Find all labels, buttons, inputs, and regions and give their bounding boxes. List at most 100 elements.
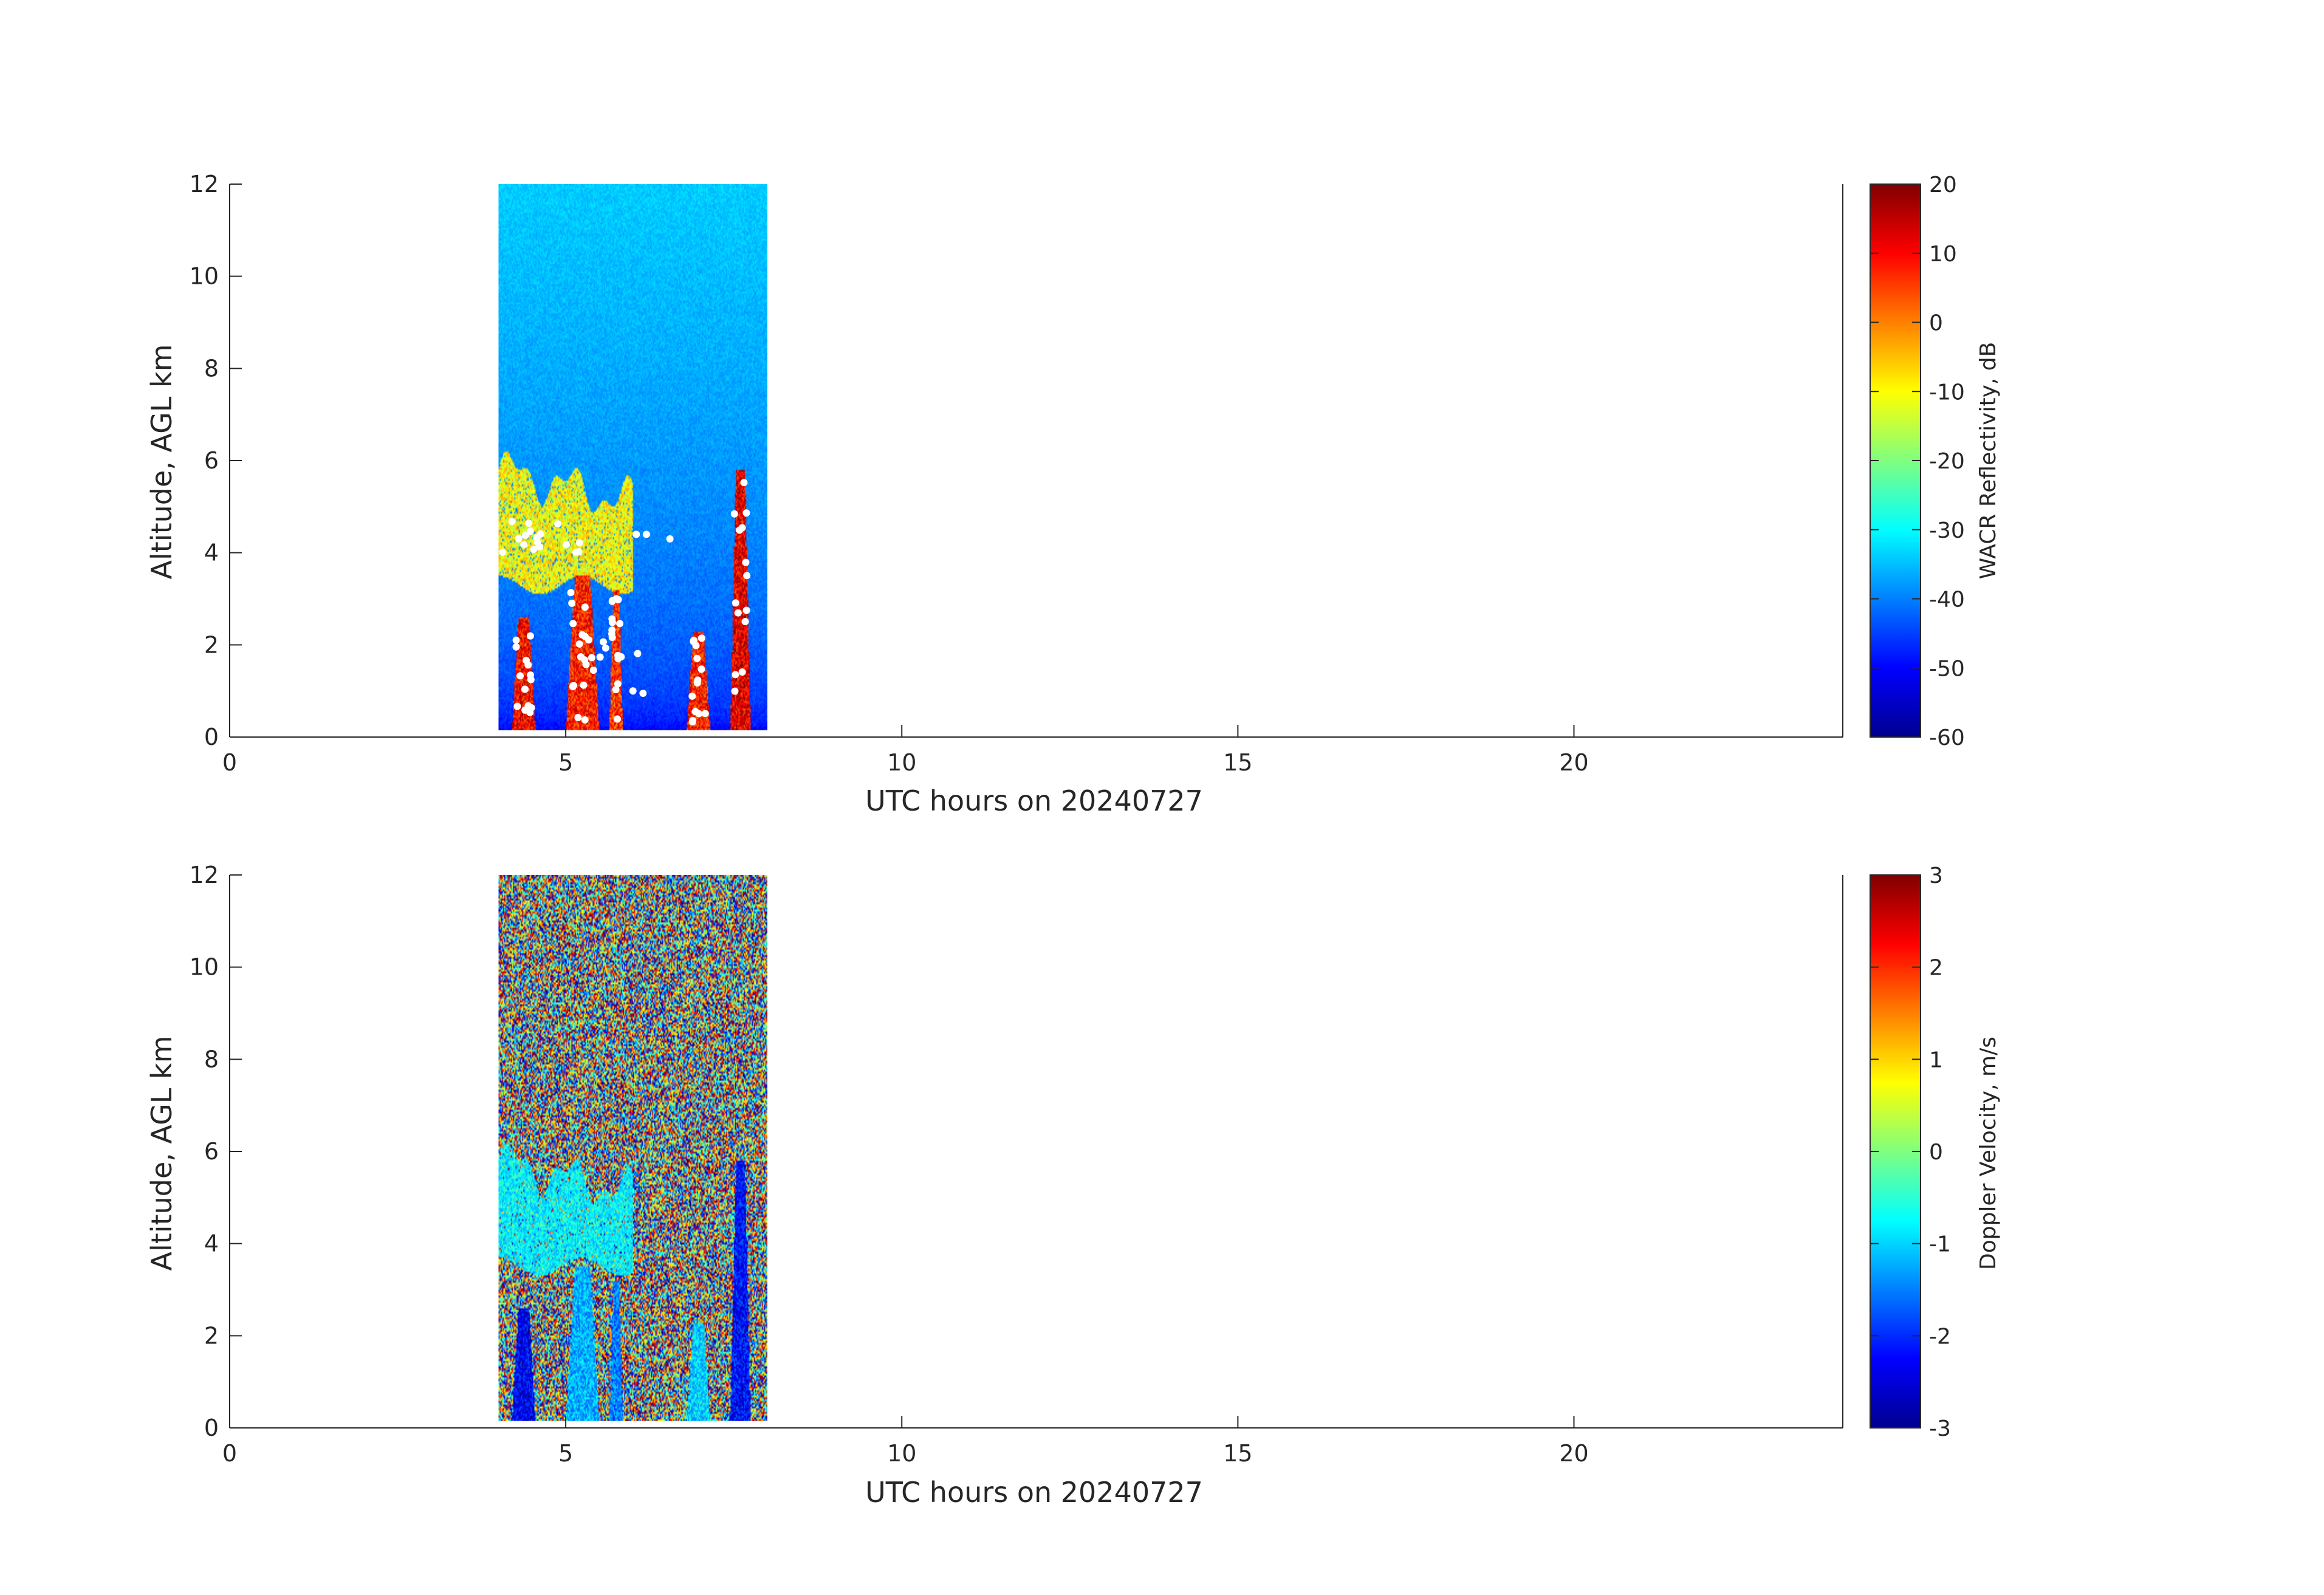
colorbar-tick-label: -30	[1929, 518, 1965, 543]
marker-dot	[666, 535, 674, 543]
x-tick-label: 5	[558, 749, 573, 776]
y-tick-label: 10	[190, 263, 219, 290]
x-tick-label: 15	[1223, 749, 1252, 776]
marker-dot	[523, 656, 530, 664]
marker-dot	[508, 518, 516, 526]
colorbar-tick-label: 10	[1929, 242, 1957, 267]
marker-dot	[599, 638, 607, 646]
y-axis-label: Altitude, AGL km	[145, 1035, 178, 1271]
reflectivity-heatmap	[498, 184, 767, 730]
axes-doppler: 0 5 10 15 20 0 2 4 6 8 10 12	[190, 862, 1843, 1467]
marker-dot	[569, 683, 577, 691]
x-tick-label: 10	[887, 749, 916, 776]
y-tick-label: 2	[204, 631, 219, 658]
marker-dot	[521, 685, 529, 693]
marker-dot	[584, 636, 592, 644]
x-tick-label: 10	[887, 1440, 916, 1467]
marker-dot	[520, 541, 528, 549]
marker-dot	[536, 543, 544, 551]
marker-dot	[608, 634, 616, 642]
colorbar-tick-label: 2	[1929, 956, 1943, 981]
marker-dot	[688, 692, 696, 700]
marker-dot	[612, 685, 620, 693]
marker-dot	[730, 510, 738, 518]
x-tick-label: 5	[558, 1440, 573, 1467]
marker-dot	[515, 535, 523, 543]
x-tick-label: 20	[1559, 1440, 1588, 1467]
marker-dot	[575, 640, 583, 648]
marker-dot	[738, 668, 746, 676]
marker-dot	[741, 617, 749, 625]
marker-dot	[596, 653, 604, 661]
marker-dot	[588, 654, 595, 662]
colorbar-tick-label: 1	[1929, 1048, 1943, 1072]
y-axis-label: Altitude, AGL km	[145, 344, 178, 579]
marker-dot	[634, 650, 642, 657]
marker-dot	[554, 520, 562, 528]
marker-dot	[536, 530, 544, 538]
colorbar-tick-label: 0	[1929, 1140, 1943, 1165]
marker-dot	[614, 595, 622, 603]
colorbar-label: Doppler Velocity, m/s	[1976, 1037, 2001, 1270]
colorbar-tick-label: -1	[1929, 1232, 1951, 1257]
marker-dot	[512, 643, 520, 651]
colorbar-tick-label: 20	[1929, 173, 1957, 197]
x-tick-label: 0	[222, 1440, 237, 1467]
marker-dot	[567, 589, 575, 597]
marker-dot	[693, 654, 701, 662]
x-axis-label: UTC hours on 20240727	[865, 784, 1203, 817]
marker-dot	[742, 606, 750, 614]
marker-dot	[629, 687, 637, 695]
marker-dot	[698, 665, 705, 673]
marker-dot	[691, 707, 699, 715]
y-tick-label: 6	[204, 447, 219, 474]
x-tick-label: 15	[1223, 1440, 1252, 1467]
marker-dot	[732, 599, 739, 607]
marker-dot	[563, 541, 571, 549]
axes-reflectivity: 0 5 10 15 20 0 2 4 6 8 10 12	[190, 171, 1843, 776]
colorbar-reflectivity: 20 10 0 -10 -20 -30 -40 -50 -60 WACR Reflectivit…	[1870, 173, 2001, 750]
marker-dot	[513, 702, 521, 710]
y-tick-label: 12	[190, 862, 219, 888]
marker-dot	[617, 653, 625, 661]
marker-dot	[742, 509, 750, 517]
marker-dot	[642, 530, 650, 538]
marker-dot	[616, 620, 624, 628]
colorbar-tick-label: -3	[1929, 1416, 1951, 1441]
x-tick-label: 20	[1559, 749, 1588, 776]
marker-dot	[689, 716, 697, 724]
colorbar-tick-label: -2	[1929, 1324, 1951, 1349]
y-tick-label: 8	[204, 1046, 219, 1072]
y-tick-label: 4	[204, 540, 219, 566]
marker-dot	[639, 689, 647, 697]
marker-dot	[743, 572, 751, 580]
y-tick-label: 8	[204, 355, 219, 382]
doppler-heatmap	[498, 875, 767, 1421]
y-tick-label: 12	[190, 171, 219, 197]
marker-dot	[527, 676, 535, 684]
marker-dot	[569, 620, 577, 628]
colorbar-tick-label: -20	[1929, 449, 1965, 474]
marker-dot	[742, 558, 750, 566]
y-tick-label: 2	[204, 1322, 219, 1349]
marker-dot	[575, 539, 583, 547]
marker-dot	[602, 644, 609, 652]
marker-dot	[589, 666, 597, 674]
marker-dot	[608, 615, 616, 623]
colorbar-tick-label: -60	[1929, 725, 1965, 750]
colorbar-tick-label: 0	[1929, 311, 1943, 336]
marker-dot	[690, 637, 698, 645]
marker-dot	[572, 548, 580, 556]
marker-dot	[581, 603, 589, 611]
colorbar-label: WACR Reflectivity, dB	[1976, 342, 2001, 580]
marker-dot	[698, 634, 705, 642]
marker-dot	[701, 710, 709, 718]
marker-dot	[525, 520, 533, 527]
marker-dot	[581, 656, 589, 664]
colorbar-ticks: 3 2 1 0 -1 -2 -3	[1870, 863, 1951, 1441]
x-tick-label: 0	[222, 749, 237, 776]
y-tick-label: 0	[204, 724, 219, 750]
plot-area-reflectivity	[498, 184, 767, 730]
